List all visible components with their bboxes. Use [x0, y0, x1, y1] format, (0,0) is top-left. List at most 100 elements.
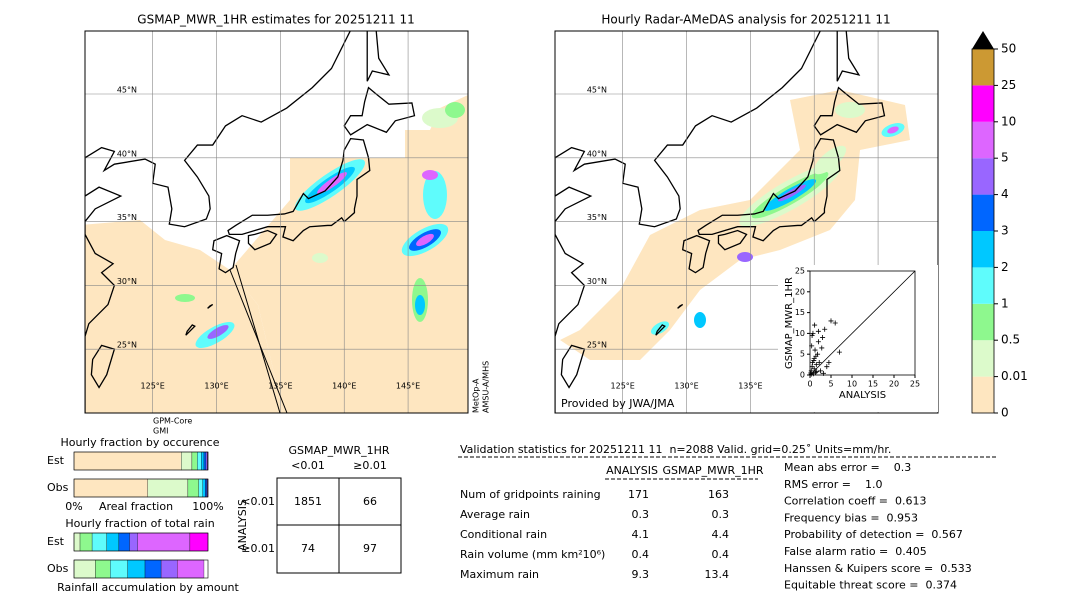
- stat-value: 171: [628, 488, 649, 501]
- point: [832, 320, 838, 326]
- point: [810, 360, 816, 366]
- lon-label: 130°E: [674, 382, 698, 391]
- point: [816, 360, 822, 366]
- colorbar-label: 50: [1001, 42, 1016, 56]
- colorbar-segment: [972, 267, 994, 304]
- point: [815, 328, 821, 334]
- chart-title: Hourly fraction of total rain: [65, 517, 214, 530]
- credit: Provided by JWA/JMA: [561, 397, 675, 410]
- lat-label: 40°N: [117, 149, 137, 158]
- stat-value: 0.3: [632, 508, 650, 521]
- y-tick-label: 15: [795, 308, 805, 317]
- point: [811, 357, 817, 363]
- bar-segment: [181, 451, 193, 471]
- point: [811, 366, 817, 372]
- x-tick-label: 10: [847, 380, 857, 389]
- coastline: [211, 234, 241, 274]
- stat-value: 0.3: [712, 508, 730, 521]
- point: [808, 371, 814, 377]
- coastline: [185, 324, 196, 336]
- y-tick-label: 20: [795, 287, 805, 296]
- point: [818, 368, 823, 374]
- colorbar-segment: [972, 85, 994, 122]
- coastline: [207, 303, 214, 309]
- coastline: [555, 31, 821, 413]
- x-axis-label: Areal fraction: [99, 500, 173, 513]
- row-label: <0.01: [241, 495, 275, 508]
- bar-segment: [144, 559, 162, 579]
- lat-label: 25°N: [117, 341, 137, 350]
- score: RMS error = 1.0: [784, 478, 882, 491]
- colorbar-label: 10: [1001, 114, 1016, 128]
- bar-segment: [110, 559, 128, 579]
- point: [812, 347, 818, 353]
- bar-frame: [73, 451, 209, 471]
- bar-segment: [73, 451, 182, 471]
- score: Mean abs error = 0.3: [784, 461, 911, 474]
- row-axis-label: ANALYSIS: [236, 499, 249, 551]
- column-label: ≥0.01: [353, 459, 387, 472]
- sensor-note: GPM-Core: [153, 417, 192, 426]
- point: [809, 364, 815, 370]
- colorbar-segment: [972, 231, 994, 268]
- colorbar-segment: [972, 340, 994, 377]
- colorbar-extend: [972, 31, 994, 49]
- bar-segment: [106, 532, 120, 552]
- bar-segment: [189, 532, 209, 552]
- rain-area: [445, 102, 465, 118]
- coastline: [836, 31, 861, 82]
- column-header: ANALYSIS: [606, 464, 658, 477]
- point: [824, 364, 830, 370]
- bar-segment: [205, 478, 207, 498]
- bar-segment: [137, 532, 191, 552]
- point: [828, 318, 834, 324]
- stat-value: 9.3: [632, 568, 650, 581]
- table-cell: 66: [363, 495, 377, 508]
- point: [820, 370, 826, 376]
- table-cell: 74: [301, 542, 315, 555]
- rain-area: [813, 145, 847, 175]
- x-tick-label: 100%: [192, 500, 223, 513]
- bar-segment: [160, 559, 178, 579]
- rain-area: [312, 253, 328, 263]
- table-title: GSMAP_MWR_1HR: [288, 444, 389, 457]
- row-label: Rain volume (mm km²10⁶): [460, 548, 605, 561]
- colorbar-label: 25: [1001, 78, 1016, 92]
- bar-segment: [127, 559, 146, 579]
- column-header: GSMAP_MWR_1HR: [662, 464, 763, 477]
- colorbar-segment: [972, 376, 994, 413]
- rain-area: [422, 170, 438, 180]
- x-tick-label: 20: [889, 380, 899, 389]
- point: [820, 335, 826, 341]
- point: [813, 362, 819, 368]
- rain-area: [694, 312, 706, 328]
- bar-segment: [191, 451, 198, 471]
- bar-segment: [129, 532, 138, 552]
- coastline: [717, 229, 748, 251]
- sensor-note: AMSU-A/MHS: [482, 361, 491, 413]
- point: [812, 322, 818, 328]
- x-axis-label: ANALYSIS: [839, 390, 886, 401]
- map-left: [85, 31, 468, 413]
- y-tick-label: 10: [795, 329, 805, 338]
- colorbar-label: 1: [1001, 296, 1009, 310]
- sensor-note: GMI: [153, 427, 168, 436]
- lat-label: 35°N: [117, 213, 137, 222]
- colorbar-label: 3: [1001, 224, 1009, 238]
- lon-label: 135°E: [268, 382, 292, 391]
- x-tick-label: 5: [828, 380, 833, 389]
- point: [826, 360, 832, 366]
- score: Frequency bias = 0.953: [784, 511, 918, 524]
- colorbar-segment: [972, 158, 994, 195]
- lat-label: 35°N: [587, 213, 607, 222]
- colorbar-label: 5: [1001, 151, 1009, 165]
- bar-frame: [73, 532, 209, 552]
- point: [814, 369, 820, 375]
- x-tick-label: 0%: [65, 500, 82, 513]
- lat-label: 30°N: [587, 277, 607, 286]
- colorbar-label: 0: [1001, 406, 1009, 420]
- bar-segment: [203, 451, 207, 471]
- map-title: GSMAP_MWR_1HR estimates for 20251211 11: [137, 13, 414, 27]
- point: [812, 370, 818, 376]
- row-label: Average rain: [460, 508, 530, 521]
